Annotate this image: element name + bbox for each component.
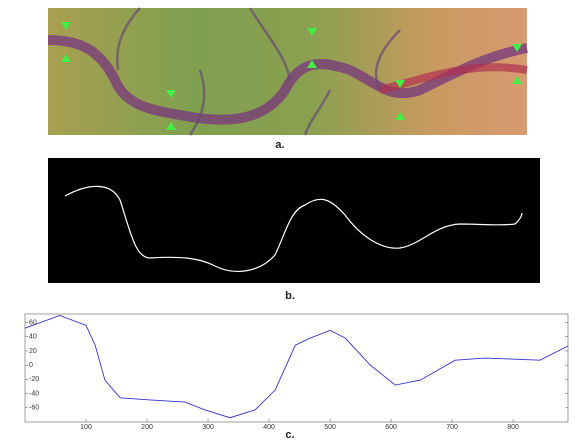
x-tick-label: 100 (80, 424, 92, 431)
panel-label: a. (275, 139, 284, 151)
x-tick-label: 200 (141, 424, 153, 431)
y-tick-label: 20 (29, 348, 37, 355)
x-tick-label: 600 (385, 424, 397, 431)
panel-b-image (48, 158, 540, 283)
x-tick-label: 800 (507, 424, 519, 431)
panel-label: c. (285, 429, 294, 441)
x-tick-label: 400 (263, 424, 275, 431)
x-tick-label: 700 (446, 424, 458, 431)
y-tick-label: 60 (29, 319, 37, 326)
y-tick-label: -60 (29, 405, 39, 412)
panel-label: b. (285, 290, 295, 302)
x-tick-label: 500 (324, 424, 336, 431)
panel-a-image (47, 7, 528, 136)
y-tick-label: -40 (29, 390, 39, 397)
y-tick-label: 40 (29, 334, 37, 341)
y-tick-label: -20 (29, 376, 39, 383)
line (24, 314, 569, 419)
x-tick-label: 300 (202, 424, 214, 431)
y-tick-label: 0 (29, 362, 33, 369)
